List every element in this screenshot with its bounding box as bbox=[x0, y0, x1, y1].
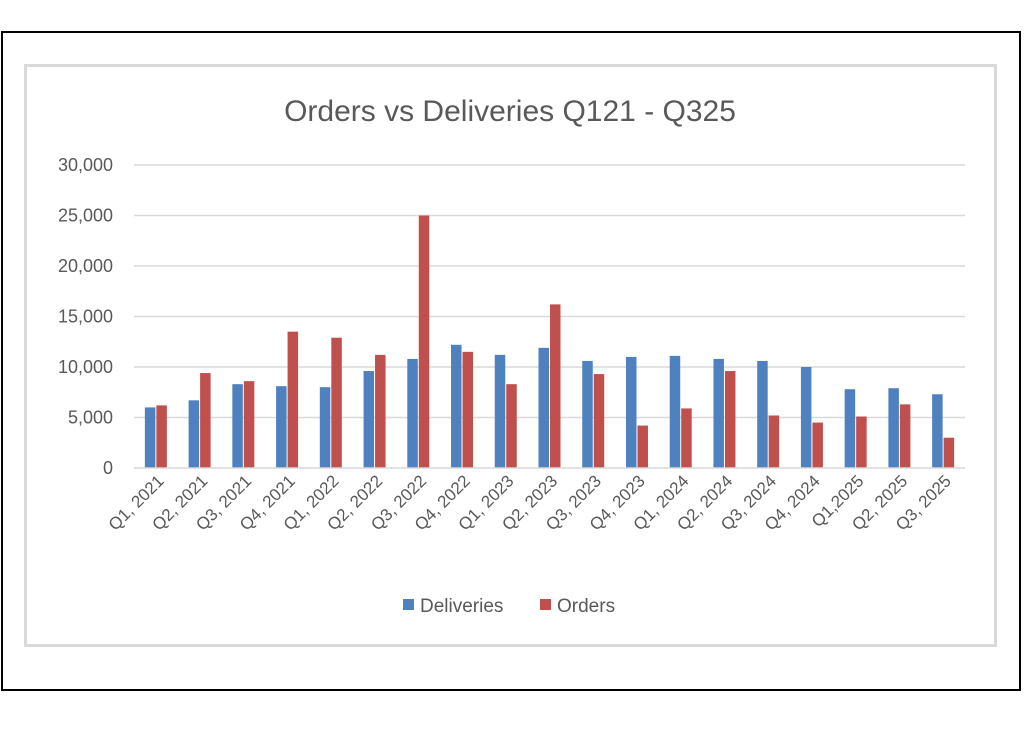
bar-orders-8 bbox=[506, 384, 517, 468]
legend-label-orders: Orders bbox=[557, 596, 615, 617]
bar-deliveries-11 bbox=[625, 356, 637, 468]
gridlines bbox=[134, 164, 965, 419]
bar-orders-5 bbox=[375, 354, 386, 468]
y-tick-label: 30,000 bbox=[58, 155, 113, 175]
bar-deliveries-15 bbox=[800, 367, 812, 468]
bar-orders-12 bbox=[681, 408, 692, 468]
bar-orders-3 bbox=[287, 331, 299, 468]
bar-deliveries-9 bbox=[538, 347, 549, 468]
chart-title: Orders vs Deliveries Q121 - Q325 bbox=[284, 95, 736, 128]
bar-deliveries-1 bbox=[188, 400, 200, 468]
bar-orders-9 bbox=[550, 304, 561, 468]
bar-orders-13 bbox=[724, 371, 736, 468]
legend-label-deliveries: Deliveries bbox=[420, 596, 503, 617]
y-tick-label: 5,000 bbox=[68, 408, 113, 428]
legend-swatch-deliveries bbox=[403, 599, 414, 610]
y-tick-label: 0 bbox=[103, 458, 113, 478]
chart-area bbox=[24, 64, 997, 647]
bar-orders-16 bbox=[856, 416, 867, 468]
bar-deliveries-4 bbox=[319, 387, 331, 468]
bar-deliveries-2 bbox=[232, 384, 243, 468]
bar-orders-18 bbox=[943, 437, 955, 468]
bar-deliveries-3 bbox=[276, 386, 287, 468]
bar-deliveries-18 bbox=[932, 394, 943, 468]
legend: Deliveries Orders bbox=[403, 596, 615, 617]
bar-orders-1 bbox=[200, 373, 211, 468]
bar-orders-0 bbox=[156, 405, 167, 468]
bar-orders-11 bbox=[637, 425, 648, 468]
bar-orders-4 bbox=[331, 337, 342, 468]
bar-deliveries-5 bbox=[363, 371, 375, 468]
bar-deliveries-14 bbox=[757, 360, 768, 468]
y-tick-label: 20,000 bbox=[58, 256, 113, 276]
bar-deliveries-6 bbox=[407, 358, 418, 468]
bar-orders-14 bbox=[768, 415, 780, 468]
bar-deliveries-7 bbox=[451, 344, 462, 468]
bar-deliveries-10 bbox=[582, 360, 593, 468]
bar-deliveries-16 bbox=[844, 389, 856, 468]
y-tick-label: 10,000 bbox=[58, 357, 113, 377]
bar-orders-15 bbox=[812, 422, 823, 468]
bars bbox=[144, 215, 955, 468]
bar-orders-2 bbox=[243, 381, 255, 468]
bar-deliveries-8 bbox=[494, 354, 506, 468]
y-tick-label: 25,000 bbox=[58, 206, 113, 226]
bar-deliveries-17 bbox=[888, 388, 899, 468]
bar-deliveries-12 bbox=[669, 355, 681, 468]
bar-deliveries-0 bbox=[144, 407, 156, 468]
y-tick-label: 15,000 bbox=[58, 307, 113, 327]
y-axis-ticks: 0 5,000 10,000 15,000 20,000 25,000 30,000 bbox=[58, 155, 113, 478]
bar-orders-7 bbox=[462, 351, 474, 468]
legend-swatch-orders bbox=[540, 599, 551, 610]
bar-orders-17 bbox=[899, 404, 911, 468]
bar-orders-10 bbox=[593, 374, 605, 468]
bar-deliveries-13 bbox=[713, 358, 724, 468]
bar-orders-6 bbox=[418, 215, 430, 468]
